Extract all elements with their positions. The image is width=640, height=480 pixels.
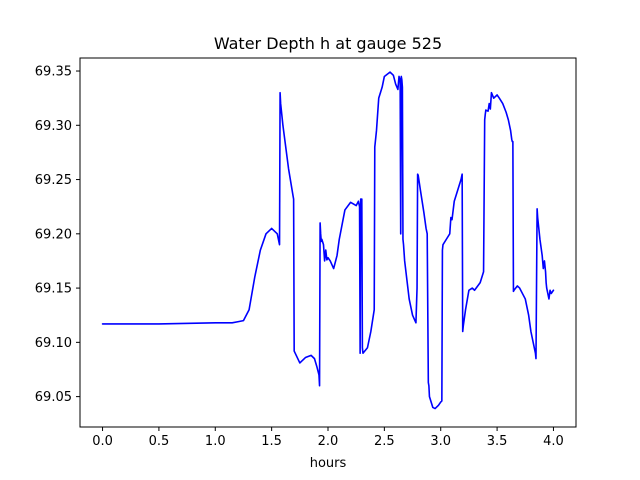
- x-tick-label: 0.0: [92, 434, 113, 449]
- x-axis-label: hours: [310, 456, 347, 471]
- x-tick-label: 4.0: [543, 434, 564, 449]
- x-tick-label: 2.0: [318, 434, 339, 449]
- chart-title: Water Depth h at gauge 525: [214, 34, 442, 53]
- y-tick-label: 69.15: [35, 282, 72, 297]
- y-tick-label: 69.05: [35, 390, 72, 405]
- plot-frame: [79, 57, 577, 428]
- x-tick-label: 3.0: [430, 434, 451, 449]
- y-tick-label: 69.10: [35, 336, 72, 351]
- y-tick-label: 69.35: [35, 65, 72, 80]
- x-tick-label: 3.5: [487, 434, 508, 449]
- x-tick-label: 1.5: [261, 434, 282, 449]
- y-tick-label: 69.30: [35, 119, 72, 134]
- series-line-0: [101, 71, 555, 410]
- y-tick-label: 69.25: [35, 173, 72, 188]
- y-tick-label: 69.20: [35, 227, 72, 242]
- axes: 0.0 0.5 1.0 1.5 2.0 2.5 3.0 3.5 4.0 69.05 69.10 69.…: [35, 57, 577, 449]
- x-tick-label: 1.0: [205, 434, 226, 449]
- plot-area: [101, 71, 555, 410]
- x-tick-label: 2.5: [374, 434, 395, 449]
- x-tick-label: 0.5: [149, 434, 170, 449]
